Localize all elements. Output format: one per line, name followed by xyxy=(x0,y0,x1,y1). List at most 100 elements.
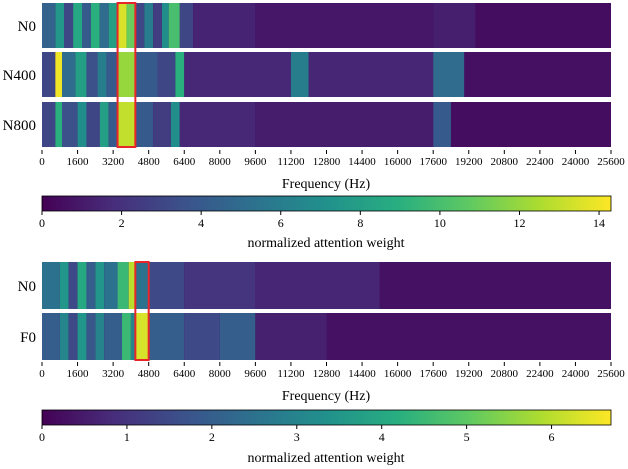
heatmap-cell xyxy=(122,313,131,360)
heatmap-cell xyxy=(55,52,63,97)
tick-label: 14400 xyxy=(348,156,376,168)
tick-label: 1 xyxy=(124,430,130,444)
heatmap-cell xyxy=(179,3,194,48)
tick-label: 25600 xyxy=(597,368,625,380)
heatmap-cell xyxy=(55,102,63,147)
tick-label: 8 xyxy=(357,216,363,230)
heatmap-cell xyxy=(108,3,118,48)
heatmap-cell xyxy=(135,313,149,360)
heatmap-cell xyxy=(184,52,291,97)
tick-label: 14400 xyxy=(348,368,376,380)
tick-label: 3 xyxy=(294,430,300,444)
heatmap-cell xyxy=(308,52,434,97)
row-label: N400 xyxy=(3,68,36,84)
heatmap-cell xyxy=(68,313,78,360)
colorbar xyxy=(41,195,612,212)
colorbar-axis: 0 2 4 6 8 10 12 14 xyxy=(39,211,605,230)
tick-label: 0 xyxy=(39,368,45,380)
heatmap-cell xyxy=(86,262,96,309)
tick-label: 20800 xyxy=(491,156,519,168)
heatmap-cell xyxy=(77,102,87,147)
heatmap-cell xyxy=(433,52,465,97)
tick-label: 2 xyxy=(209,430,215,444)
heatmap-cell xyxy=(464,52,611,97)
heatmap-row: N400 xyxy=(3,52,611,97)
heatmap-cell xyxy=(77,262,87,309)
heatmap-cell xyxy=(59,262,69,309)
heatmap-cell xyxy=(157,52,176,97)
heatmap-cell xyxy=(68,262,78,309)
tick-label: 19200 xyxy=(455,156,483,168)
heatmap-cell xyxy=(193,3,256,48)
colorbar-label: normalized attention weight xyxy=(247,451,404,466)
heatmap-cell xyxy=(379,262,611,309)
tick-label: 17600 xyxy=(419,368,447,380)
heatmap-row: N0 xyxy=(18,3,611,48)
heatmap-cell xyxy=(62,102,78,147)
heatmap-cell xyxy=(153,102,171,147)
heatmap-cell xyxy=(433,102,451,147)
tick-label: 20800 xyxy=(491,368,519,380)
heatmap-cell xyxy=(95,262,105,309)
heatmap-cell xyxy=(135,52,158,97)
heatmap-cell xyxy=(117,102,136,147)
colorbar xyxy=(41,409,612,426)
heatmap-cell xyxy=(42,313,60,360)
tick-label: 0 xyxy=(39,156,45,168)
heatmap-cell xyxy=(326,313,611,360)
heatmap-cell xyxy=(179,102,256,147)
colorbar-axis: 0 1 2 3 4 5 6 xyxy=(39,425,555,444)
heatmap-cell xyxy=(219,313,256,360)
highlight-box xyxy=(116,2,137,148)
row-label: N800 xyxy=(3,118,36,134)
heatmap-cell xyxy=(75,52,87,97)
tick-label: 0 xyxy=(39,216,45,230)
heatmap-cell xyxy=(95,313,105,360)
highlight-box xyxy=(134,261,150,361)
heatmap-cell xyxy=(184,262,256,309)
heatmap-row: N800 xyxy=(3,102,611,147)
heatmap-cell xyxy=(42,3,56,48)
heatmap-cell xyxy=(433,3,476,48)
heatmap-cell xyxy=(255,102,434,147)
heatmap-cell xyxy=(135,3,145,48)
heatmap-cell xyxy=(99,102,109,147)
heatmap-cell xyxy=(104,262,118,309)
heatmap-cell xyxy=(106,52,118,97)
x-axis-label: Frequency (Hz) xyxy=(282,389,371,404)
tick-label: 16000 xyxy=(384,368,412,380)
tick-label: 4 xyxy=(198,216,204,230)
heatmap-cell xyxy=(184,313,220,360)
tick-label: 5 xyxy=(464,430,470,444)
heatmap-cell xyxy=(42,52,56,97)
heatmap-cell xyxy=(175,52,185,97)
tick-label: 10 xyxy=(434,216,446,230)
heatmap-cell xyxy=(59,313,69,360)
tick-label: 6 xyxy=(549,430,555,444)
tick-label: 19200 xyxy=(455,368,483,380)
heatmap-cell xyxy=(108,102,118,147)
heatmap-row: N0 xyxy=(18,262,611,309)
heatmap-cell xyxy=(90,3,100,48)
tick-label: 17600 xyxy=(419,156,447,168)
heatmap-cell xyxy=(144,3,154,48)
tick-label: 4 xyxy=(379,430,385,444)
heatmap-cell xyxy=(64,3,74,48)
heatmap-cell xyxy=(255,262,380,309)
tick-label: 9600 xyxy=(244,368,267,380)
tick-label: 25600 xyxy=(597,156,625,168)
heatmap-cell xyxy=(104,313,123,360)
tick-label: 16000 xyxy=(384,156,412,168)
heatmap-cell xyxy=(62,52,76,97)
x-axis-label: Frequency (Hz) xyxy=(282,177,371,192)
heatmap-cell xyxy=(99,3,109,48)
heatmap-cell xyxy=(77,313,87,360)
x-axis: 0 1600 3200 4800 6400 8000 9600 11200 12800 14400… xyxy=(39,362,625,380)
row-label: N0 xyxy=(18,19,36,35)
heatmap-cell xyxy=(148,313,185,360)
x-axis: 0 1600 3200 4800 6400 8000 9600 11200 12800 14400… xyxy=(39,150,625,168)
tick-label: 11200 xyxy=(277,156,305,168)
tick-label: 9600 xyxy=(244,156,267,168)
heatmap-cell xyxy=(135,102,154,147)
